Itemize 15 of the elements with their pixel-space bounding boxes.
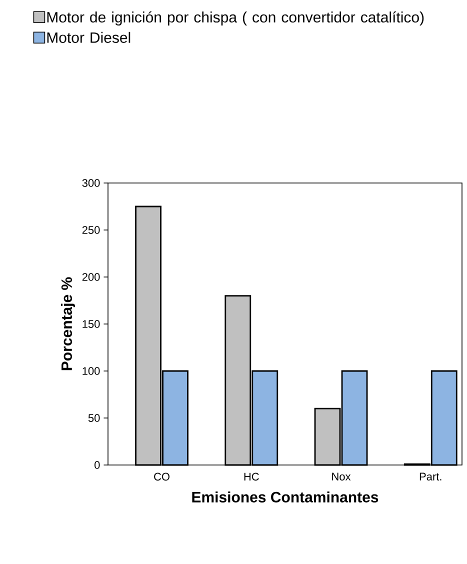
x-tick-label: CO: [154, 472, 170, 481]
legend-label: Motor de ignición por chispa ( con convertidor catalítico): [47, 11, 424, 26]
legend-label: Motor Diesel: [47, 32, 130, 43]
y-tick-label: 300: [82, 179, 100, 187]
y-tick-label: 0: [94, 461, 100, 469]
x-tick-label: Nox: [332, 472, 351, 480]
y-tick-label: 250: [82, 226, 100, 234]
x-tick-label: Part.: [420, 472, 442, 480]
x-tick-label: HC: [244, 472, 259, 481]
y-tick-label: 150: [82, 320, 100, 328]
y-tick-label: 50: [88, 414, 100, 422]
y-axis-title: Porcentaje %: [61, 277, 75, 370]
x-axis-title: Emisiones Contaminantes: [192, 491, 378, 502]
y-tick-label: 100: [82, 367, 100, 375]
y-tick-label: 200: [82, 273, 100, 281]
